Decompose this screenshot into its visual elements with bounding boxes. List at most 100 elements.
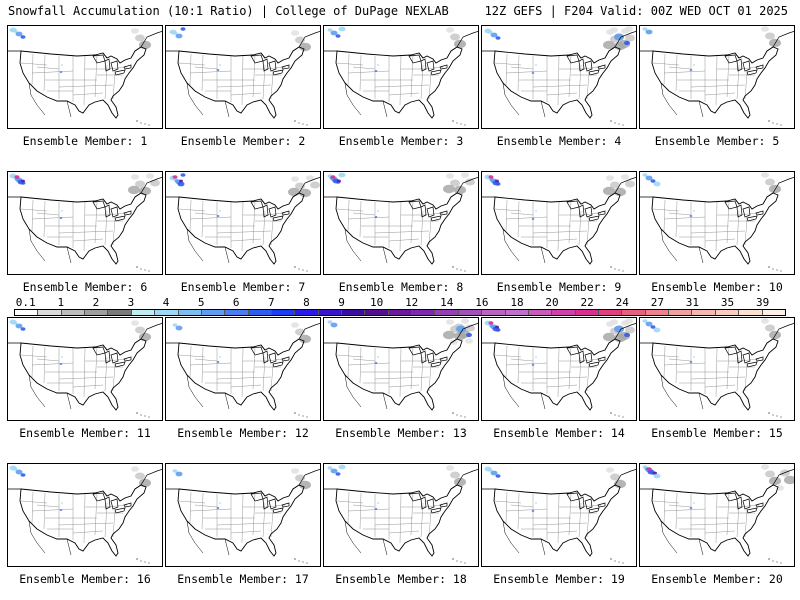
state-borders [652,53,760,106]
colorbar-segment [762,310,785,315]
colorbar-segment [342,310,366,315]
ensemble-map-panel [7,171,163,275]
snowfall-shading [9,27,151,73]
colorbar-segment [622,310,646,315]
colorbar-tick-label: 7 [268,296,275,309]
colorbar-segment [482,310,506,315]
colorbar-tick-label: 20 [545,296,559,309]
colorbar-segment [528,310,553,315]
colorbar-tick-label: 18 [510,296,524,309]
colorbar-segment [715,310,740,315]
colorbar-tick-label: 16 [475,296,489,309]
state-borders [20,53,128,106]
ensemble-member-label: Ensemble Member: 3 [338,134,464,148]
ensemble-map-panel [481,317,637,421]
great-lakes [408,200,448,222]
ensemble-member-label: Ensemble Member: 9 [496,280,622,294]
state-borders [336,199,444,252]
snowfall-shading [642,464,794,509]
ensemble-map-panel [7,317,163,421]
country-outline [493,484,621,557]
ensemble-member-label: Ensemble Member: 17 [177,572,309,586]
colorbar-segment [248,310,272,315]
colorbar-segment [38,310,62,315]
page-title: Snowfall Accumulation (10:1 Ratio) | Col… [8,4,449,18]
great-lakes [566,200,606,222]
state-borders [178,491,286,544]
colorbar-segment [575,310,599,315]
colorbar-tick-label: 27 [650,296,664,309]
colorbar-segment [108,310,132,315]
colorbar-tick-label: 5 [197,296,205,309]
us-map [324,26,478,126]
ensemble-map-panel [165,317,321,421]
colorbar-tick-label: 14 [440,296,454,309]
great-lakes [724,200,764,222]
us-map [166,27,320,126]
ensemble-member-label: Ensemble Member: 19 [493,572,625,586]
snowfall-shading [169,173,320,217]
snowfall-colorbar [14,309,786,316]
country-outline [177,484,305,557]
snowfall-shading [9,319,151,365]
state-borders [494,491,602,544]
ensemble-member-label: Ensemble Member: 8 [338,280,464,294]
colorbar-segment [365,310,389,315]
country-outline [177,192,305,265]
great-lakes [250,492,290,514]
ensemble-map-panel [165,25,321,129]
snowfall-shading [9,173,160,219]
great-lakes [92,346,132,368]
colorbar-segment [645,310,670,315]
ensemble-member-label: Ensemble Member: 11 [19,426,151,440]
colorbar-tick-label: 0.1 [15,296,36,309]
great-lakes [92,54,132,76]
colorbar-tick-label: 6 [232,296,240,309]
colorbar-tick-label: 22 [580,296,594,309]
colorbar-segment [412,310,436,315]
country-outline [335,484,463,557]
colorbar-segment [458,310,483,315]
country-outline [651,192,779,265]
colorbar-tick-label: 4 [162,296,170,309]
country-outline [19,484,147,557]
colorbar-segment [505,310,529,315]
country-outline [19,192,147,265]
colorbar-tick-label: 3 [127,296,135,309]
colorbar-tick-label: 12 [405,296,419,309]
country-outline [335,46,463,119]
us-map [482,174,636,272]
snowfall-shading [327,318,475,364]
snowfall-shading [9,465,151,511]
colorbar-tick-label: 35 [720,296,735,309]
us-map [482,466,636,564]
snowfall-shading [327,26,466,72]
ensemble-map-panel [639,171,795,275]
country-outline [493,192,621,265]
ensemble-member-label: Ensemble Member: 4 [496,134,622,148]
great-lakes [92,200,132,222]
country-outline [493,46,621,119]
state-borders [494,199,602,252]
country-outline [651,46,779,119]
us-map [324,318,478,418]
colorbar-segment [552,310,576,315]
great-lakes [566,346,606,368]
colorbar-segment [435,310,459,315]
ensemble-member-label: Ensemble Member: 20 [651,572,783,586]
ensemble-member-label: Ensemble Member: 16 [19,572,151,586]
us-map [166,322,320,418]
ensemble-map-panel [323,25,479,129]
ensemble-member-label: Ensemble Member: 2 [180,134,306,148]
snowfall-shading [484,318,635,366]
snowfall-shading [172,468,311,509]
country-outline [19,46,147,119]
great-lakes [408,54,448,76]
great-lakes [724,54,764,76]
state-borders [178,53,286,106]
ensemble-map-panel [323,171,479,275]
state-borders [652,491,760,544]
us-map [8,319,162,418]
great-lakes [724,346,764,368]
ensemble-member-label: Ensemble Member: 15 [651,426,783,440]
